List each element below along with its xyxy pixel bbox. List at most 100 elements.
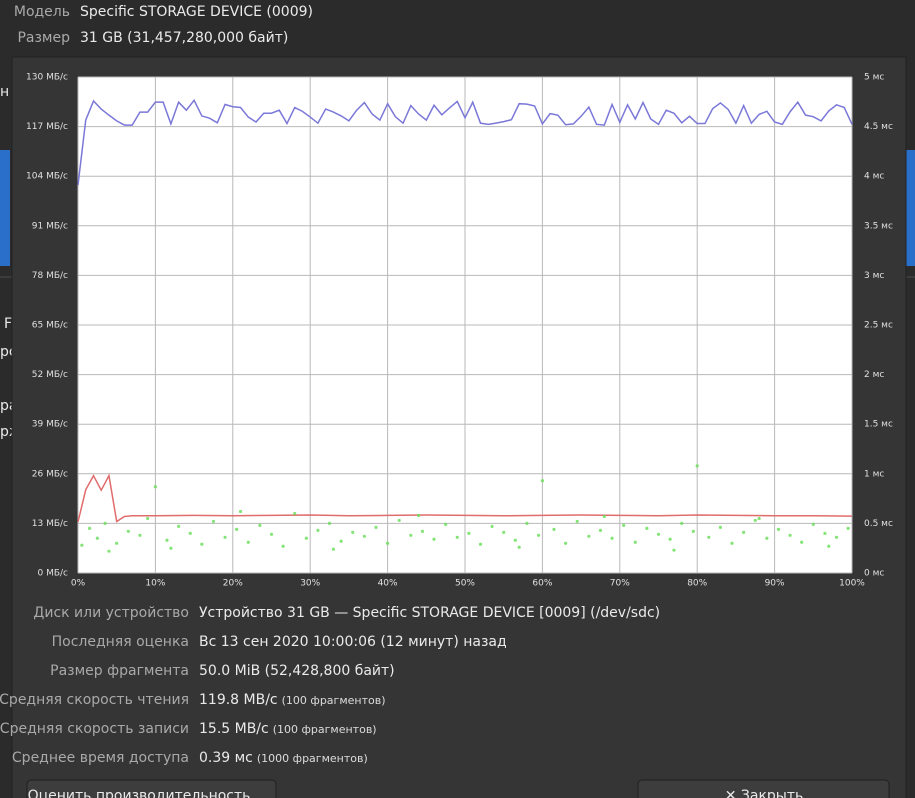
access-point — [788, 533, 792, 537]
access-point — [200, 542, 204, 546]
access-point — [269, 532, 274, 536]
access-point — [695, 464, 699, 468]
access-point — [455, 535, 459, 539]
access-point — [95, 536, 99, 540]
access-point — [502, 530, 506, 534]
y2-tick-label: 1.5 мс — [864, 420, 893, 430]
access-point — [846, 526, 850, 530]
button-label[interactable]: Оценить производительность… — [28, 788, 265, 798]
access-point — [211, 519, 216, 524]
access-point — [327, 521, 332, 526]
access-point — [742, 530, 746, 534]
info-value: Устройство 31 GB — Specific STORAGE DEVI… — [199, 605, 660, 621]
access-point — [467, 531, 471, 535]
y2-tick-label: 0 мс — [864, 569, 884, 579]
x-tick-label: 80% — [687, 579, 707, 589]
benchmark-button[interactable] — [26, 779, 277, 798]
x-tick-label: 50% — [455, 579, 475, 589]
access-point — [656, 532, 661, 536]
access-point — [575, 519, 579, 524]
access-point — [177, 524, 181, 528]
access-point — [165, 538, 169, 542]
series-line — [77, 98, 853, 186]
access-point — [293, 511, 297, 516]
x-tick-label: 90% — [765, 579, 785, 589]
access-point — [587, 534, 591, 538]
bg-selection — [906, 150, 915, 266]
access-point — [281, 544, 285, 548]
access-point — [246, 540, 250, 544]
info-value: 119.8 MB/с — [199, 692, 278, 708]
access-point — [730, 541, 734, 545]
y-tick-label: 117 МБ/с — [26, 122, 68, 132]
access-point — [103, 521, 107, 526]
access-point — [316, 528, 320, 532]
access-point — [691, 529, 695, 533]
info-value: 0.39 мс — [199, 750, 253, 766]
access-point — [146, 516, 150, 521]
button-label[interactable]: ✕ Закрыть — [725, 788, 804, 798]
access-point — [386, 541, 390, 545]
access-point — [598, 528, 603, 532]
access-point — [188, 531, 192, 535]
access-point — [765, 536, 769, 540]
y-tick-label: 65 МБ/с — [32, 321, 68, 331]
header-label: Модель — [14, 4, 70, 20]
access-point — [432, 537, 436, 541]
y-tick-label: 39 МБ/с — [32, 420, 68, 430]
access-point — [362, 534, 366, 538]
info-label: Размер фрагмента — [50, 663, 189, 679]
access-point — [800, 540, 804, 544]
access-point — [444, 522, 448, 526]
header-label: Размер — [17, 30, 70, 46]
info-label: Средняя скорость записи — [0, 721, 189, 737]
y2-tick-label: 2 мс — [864, 370, 884, 380]
access-point — [235, 527, 239, 531]
access-point — [680, 521, 684, 526]
access-point — [811, 522, 815, 526]
x-tick-label: 10% — [145, 579, 165, 589]
y-tick-label: 26 МБ/с — [32, 469, 68, 479]
series-line — [77, 473, 853, 523]
access-point — [672, 548, 676, 552]
header-value: 31 GB (31,457,280,000 байт) — [80, 30, 288, 46]
close-button[interactable] — [637, 779, 890, 798]
access-point — [633, 540, 637, 544]
access-point — [552, 527, 556, 531]
info-value: 15.5 MB/с — [199, 721, 269, 737]
access-point — [126, 529, 130, 533]
x-tick-label: 100% — [839, 579, 865, 589]
access-point — [776, 527, 781, 531]
access-point — [420, 529, 425, 533]
header-value: Specific STORAGE DEVICE (0009) — [80, 4, 313, 20]
y-tick-label: 104 МБ/с — [26, 172, 68, 182]
access-point — [610, 536, 614, 540]
y2-tick-label: 4.5 мс — [864, 122, 893, 132]
access-point — [351, 530, 355, 534]
info-value: Вс 13 сен 2020 10:00:06 (12 минут) назад — [199, 634, 507, 650]
access-point — [238, 509, 243, 514]
access-point — [834, 535, 839, 539]
access-point — [416, 513, 421, 518]
access-point — [718, 525, 723, 529]
y2-tick-label: 4 мс — [864, 172, 884, 182]
access-point — [602, 514, 606, 519]
bg-text: н — [0, 84, 9, 100]
access-point — [513, 538, 517, 542]
chart: 0% 10% 20% 30% 40% 50% 60% 70% 80% 90% 100% 0 МБ/с 1… — [26, 73, 893, 589]
access-point — [331, 547, 336, 551]
y2-tick-label: 2.5 мс — [864, 321, 893, 331]
access-point — [153, 485, 157, 489]
x-tick-label: 0% — [71, 579, 86, 589]
access-point — [540, 479, 545, 483]
access-point — [80, 543, 84, 547]
access-point — [138, 533, 142, 537]
bg-text: F — [4, 316, 12, 332]
y2-tick-label: 3.5 мс — [864, 221, 893, 231]
info: Диск или устройство Устройство 31 GB — Sp… — [0, 605, 660, 766]
access-point — [707, 535, 711, 539]
access-point — [397, 518, 401, 523]
access-point — [827, 544, 831, 548]
info-label: Последняя оценка — [52, 634, 189, 650]
